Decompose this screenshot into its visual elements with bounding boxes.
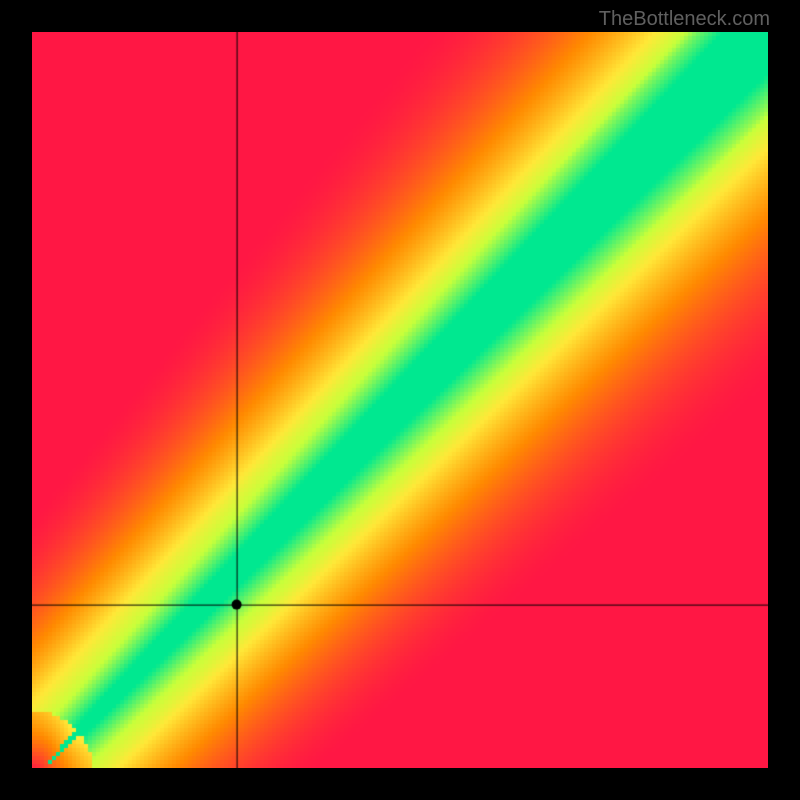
watermark-text: TheBottleneck.com [599, 8, 770, 31]
bottleneck-chart [32, 32, 768, 768]
chart-canvas [32, 32, 768, 768]
